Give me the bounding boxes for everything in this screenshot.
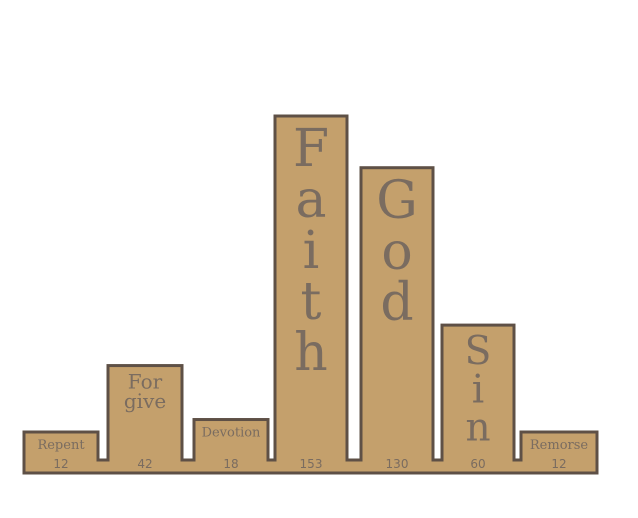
bar-label-remorse: Remorse <box>530 438 589 453</box>
bar-faith <box>273 114 349 475</box>
bar-join-faith <box>276 458 346 462</box>
bar-label-line: F <box>293 119 329 179</box>
bar-join-remorse <box>522 458 596 462</box>
bar-sin <box>440 323 516 475</box>
bar-join-forgive <box>109 458 181 462</box>
value-label-god: 130 <box>386 457 409 471</box>
bar-label-line: d <box>380 273 413 333</box>
bar-join-god <box>362 458 432 462</box>
bar-label-forgive: For give <box>124 370 166 414</box>
value-label-faith: 153 <box>300 457 323 471</box>
bar-label-line: S <box>465 329 492 374</box>
bar-label-line: Repent <box>37 438 85 453</box>
bar-join-devotion <box>195 458 267 462</box>
bar-label-line: h <box>294 323 328 383</box>
bar-label-line: give <box>124 389 166 413</box>
bar-join-repent <box>25 458 97 462</box>
bar-label-line: Devotion <box>202 426 261 441</box>
bar-label-line: For <box>128 370 163 394</box>
bar-label-line: a <box>295 170 326 230</box>
bars-layer <box>22 114 599 475</box>
bar-label-line: n <box>465 406 490 451</box>
value-label-sin: 60 <box>470 457 485 471</box>
value-label-devotion: 18 <box>223 457 238 471</box>
value-label-forgive: 42 <box>137 457 152 471</box>
bar-join-sin <box>443 458 513 462</box>
bar-label-line: t <box>301 272 322 332</box>
bar-label-devotion: Devotion <box>202 426 261 441</box>
value-label-remorse: 12 <box>551 457 566 471</box>
bar-label-line: i <box>303 221 320 281</box>
bar-label-line: G <box>376 171 418 231</box>
value-label-repent: 12 <box>53 457 68 471</box>
bar-label-line: i <box>472 367 484 412</box>
bar-label-repent: Repent <box>37 438 85 453</box>
bar-label-line: Remorse <box>530 438 589 453</box>
bar-label-line: o <box>381 222 412 282</box>
